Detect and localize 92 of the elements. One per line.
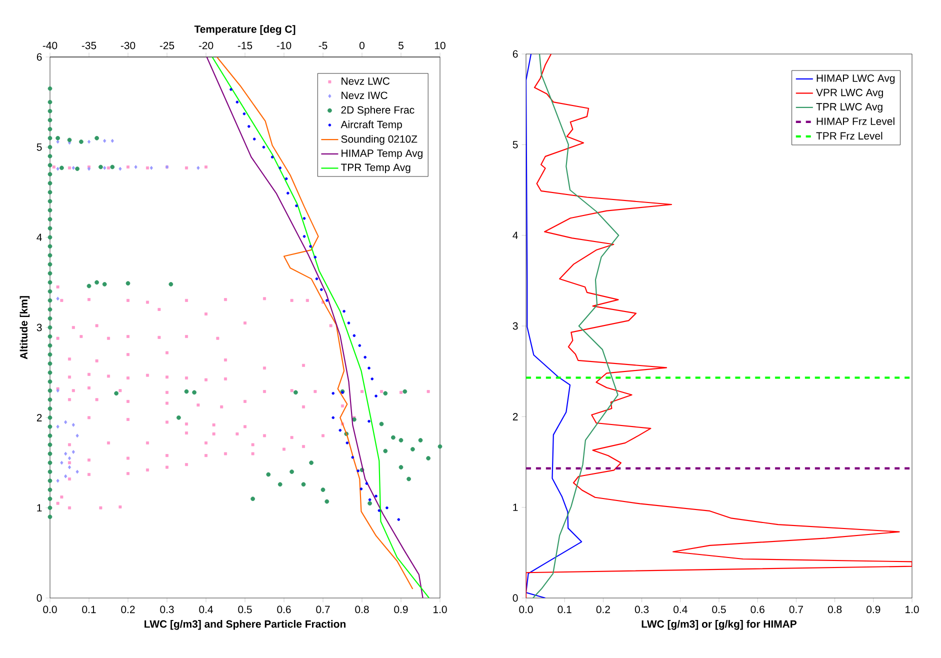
y-tick-label: 0 <box>512 594 518 602</box>
y-tick-label: 5 <box>512 141 518 148</box>
x-tick-label: 0.8 <box>355 606 369 614</box>
x-tick-label: 0.7 <box>316 606 330 614</box>
legend-label: VPR LWC Avg <box>816 88 883 98</box>
y-tick-label: 0 <box>36 594 42 602</box>
y-tick-label: 1 <box>37 504 42 512</box>
point <box>110 138 114 143</box>
point <box>56 424 60 429</box>
legend-label: HIMAP Temp Avg <box>342 150 422 159</box>
x-tick-label: 1.0 <box>906 606 919 614</box>
x2-tick-label: -5 <box>318 42 328 50</box>
y-tick-label: 3 <box>512 322 518 330</box>
point <box>196 166 200 170</box>
x-tick-label: 0.3 <box>160 606 174 614</box>
x-tick-label: 0.1 <box>82 606 96 614</box>
legend-label: Nevz IWC <box>342 92 388 100</box>
y-tick-label: 1 <box>513 504 518 511</box>
point <box>150 166 153 170</box>
y-tick-label: 2 <box>512 413 518 420</box>
point <box>56 478 60 483</box>
x2-tick-label: -35 <box>82 42 96 50</box>
point <box>76 434 79 438</box>
legend-label: HIMAP Frz Level <box>816 117 894 126</box>
x-tick-label: 0.4 <box>199 606 213 614</box>
point <box>134 165 138 169</box>
x2-tick-label: -20 <box>198 42 214 50</box>
x-axis-title: LWC [g/m3] or [g/kg] for HIMAP <box>642 620 796 630</box>
x-tick-label: 0.2 <box>596 606 610 614</box>
x-tick-label: 0.0 <box>43 606 57 614</box>
legend-label: Aircraft Temp <box>340 120 402 130</box>
legend-label: Sounding 0210Z <box>341 135 418 145</box>
x-tick-label: 0.6 <box>277 606 291 614</box>
y-tick-label: 5 <box>36 144 42 151</box>
x-tick-label: 0.9 <box>394 606 408 614</box>
y-tick-label: 4 <box>512 232 518 239</box>
x2-tick-label: 0 <box>359 42 364 50</box>
x-tick-label: 0.3 <box>634 606 649 614</box>
x2-tick-label: -25 <box>160 42 174 50</box>
point <box>72 166 75 170</box>
point <box>118 166 122 171</box>
point <box>56 166 60 171</box>
legend-label: TPR Frz Level <box>816 132 882 140</box>
legend-label: HIMAP LWC Avg <box>816 74 895 84</box>
point <box>87 166 91 171</box>
point <box>56 296 60 301</box>
point <box>64 474 68 478</box>
point <box>68 465 72 470</box>
y-tick-label: 3 <box>36 324 42 332</box>
point <box>60 460 64 465</box>
legend-label: 2D Sphere Frac <box>341 106 414 116</box>
x-tick-label: 1.0 <box>434 606 447 614</box>
point <box>64 452 68 456</box>
x2-tick-label: -40 <box>42 42 58 50</box>
point <box>68 456 72 460</box>
y-axis-title: Altitude [km] <box>20 296 30 360</box>
point <box>72 422 75 427</box>
x-tick-label: 0.6 <box>750 606 764 614</box>
legend-label: TPR LWC Avg <box>816 103 882 113</box>
point <box>103 138 106 143</box>
y-tick-label: 6 <box>512 50 518 58</box>
legend-label: TPR Temp Avg <box>340 164 410 174</box>
x2-tick-label: 5 <box>398 42 404 50</box>
x-tick-label: 0.4 <box>674 606 688 614</box>
y-tick-label: 6 <box>36 53 42 61</box>
x2-tick-label: 10 <box>434 42 446 50</box>
x-tick-label: 0.5 <box>712 606 726 614</box>
point <box>56 388 60 393</box>
x-tick-label: 0.1 <box>558 606 572 614</box>
line-series <box>532 54 620 598</box>
x-tick-label: 0.5 <box>238 606 252 614</box>
x2-tick-label: -10 <box>276 42 292 50</box>
point <box>87 140 91 144</box>
x-tick-label: 0.2 <box>121 606 135 614</box>
point <box>103 166 106 170</box>
point <box>56 140 60 144</box>
x2-tick-label: -30 <box>120 42 136 50</box>
x-axis-title: LWC [g/m3] and Sphere Particle Fraction <box>144 620 346 630</box>
x2-tick-label: -15 <box>238 42 252 50</box>
line-series <box>526 54 912 598</box>
x-tick-label: 0.7 <box>789 606 803 614</box>
point <box>76 470 79 474</box>
x-tick-label: 0.8 <box>828 606 842 614</box>
legend-label: Nevz LWC <box>342 77 390 85</box>
line-series <box>526 54 582 598</box>
x-tick-label: 0.9 <box>866 606 880 614</box>
y-tick-label: 2 <box>36 414 42 422</box>
point <box>64 420 68 424</box>
x2-axis-title: Temperature [deg C] <box>194 25 296 35</box>
y-tick-label: 4 <box>36 234 42 241</box>
point <box>72 450 75 454</box>
x-tick-label: 0.0 <box>519 606 533 614</box>
